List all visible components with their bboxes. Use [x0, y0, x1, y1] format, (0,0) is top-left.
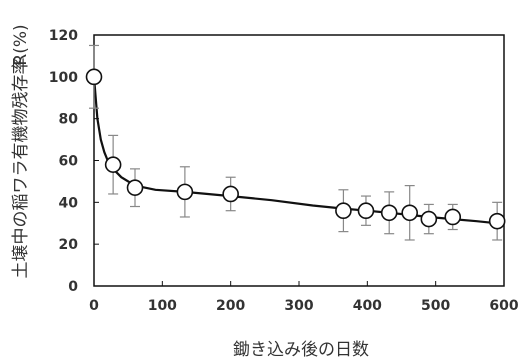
y-axis-title: 土壌中の稲ワラ有機物残存率	[11, 58, 31, 279]
y-axis-unit-group: R(%)	[11, 24, 31, 65]
data-point	[380, 204, 398, 222]
data-point	[335, 202, 352, 219]
x-tick-label: 500	[421, 298, 450, 314]
x-tick-label: 100	[148, 298, 177, 314]
y-tick-label: 100	[49, 70, 78, 86]
data-point	[488, 212, 506, 230]
y-axis-unit: R(%)	[11, 24, 31, 65]
curve-layer	[92, 76, 498, 225]
y-tick-label: 60	[59, 154, 79, 170]
y-tick-label: 40	[59, 195, 79, 211]
x-tick-label: 400	[353, 298, 382, 314]
axes-layer	[93, 34, 505, 287]
x-tick-label: 0	[89, 298, 99, 314]
data-point	[357, 202, 375, 219]
y-tick-label: 0	[68, 279, 78, 295]
data-point	[126, 179, 144, 196]
error-layer	[89, 44, 503, 241]
y-tick-label: 80	[59, 112, 79, 128]
points-layer	[85, 68, 506, 230]
y-axis-title-group: 土壌中の稲ワラ有機物残存率	[11, 58, 31, 279]
x-axis-title: 鋤き込み後の日数	[233, 340, 369, 360]
data-point	[222, 185, 239, 203]
y-tick-label: 120	[49, 28, 78, 44]
data-point	[401, 204, 419, 222]
x-tick-label: 600	[489, 298, 518, 314]
plot-frame	[93, 34, 505, 287]
y-tick-label: 20	[59, 237, 79, 253]
data-point	[176, 183, 194, 201]
data-point	[444, 208, 462, 226]
data-point	[104, 156, 122, 173]
data-point	[85, 68, 103, 86]
x-tick-label: 200	[216, 298, 245, 314]
data-point	[420, 210, 438, 228]
fit-curve-line	[92, 76, 498, 225]
ticks-layer: 0 20 40 60 80 100 120 0 100 200 300 400 500 600	[49, 28, 519, 314]
x-tick-label: 300	[284, 298, 313, 314]
